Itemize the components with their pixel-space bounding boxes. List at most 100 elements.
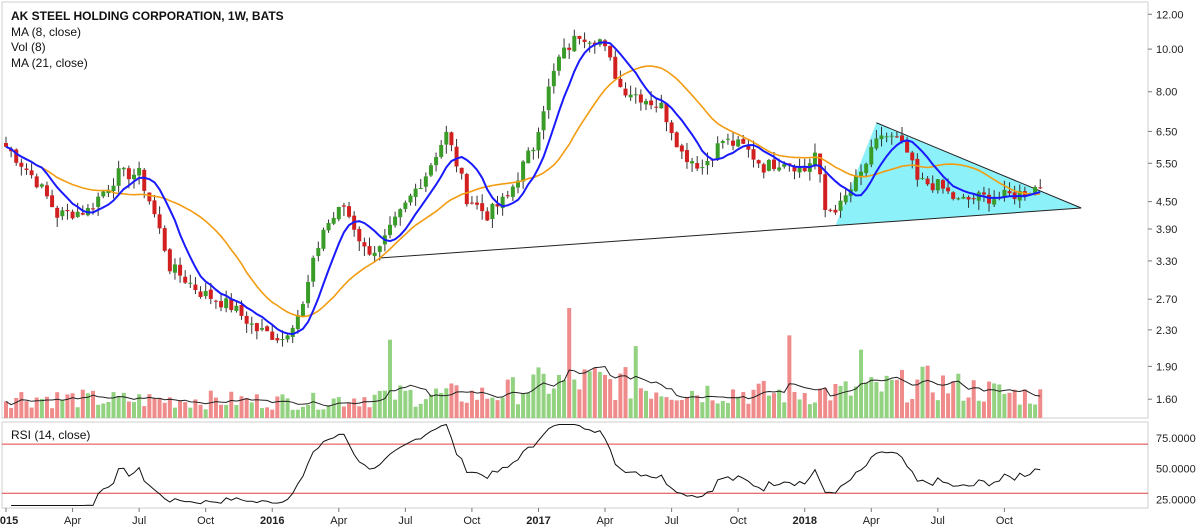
volume-bar (823, 387, 828, 418)
candle-body (147, 192, 152, 202)
price-tick-label: 5.50 (1156, 158, 1177, 170)
candle-body (4, 143, 8, 147)
volume-bar (966, 397, 971, 418)
candle-body (966, 196, 971, 200)
candle-body (229, 298, 234, 310)
candle-body (556, 56, 561, 71)
volume-bar (490, 397, 495, 418)
candle-body (60, 210, 65, 217)
volume-bar (700, 402, 705, 418)
candle-body (50, 195, 55, 208)
volume-bar (900, 369, 904, 418)
volume-bar (475, 399, 480, 418)
volume-bar (618, 373, 623, 418)
time-tick-label: Apr (330, 515, 347, 527)
candle-body (864, 163, 869, 174)
volume-bar (239, 396, 244, 418)
volume-bar (244, 397, 249, 418)
candle-body (157, 214, 162, 229)
volume-bar (807, 404, 812, 418)
candle-body (244, 315, 249, 324)
volume-bar (413, 406, 418, 418)
candle-body (306, 281, 311, 304)
candle-body (572, 35, 577, 52)
volume-ma-line (5, 365, 1041, 407)
candle-body (224, 298, 229, 309)
candle-body (531, 149, 536, 152)
time-axis: 2015 Apr Jul Oct 2016 Apr Jul Oct 2017 Apr Jul Oct 2… (0, 508, 1013, 527)
volume-bar (915, 379, 920, 418)
volume-bar (879, 391, 884, 418)
candle-body (562, 47, 567, 59)
volume-bar (39, 398, 44, 418)
candle-body (137, 168, 142, 176)
volume-bar (577, 389, 582, 418)
candle-body (96, 196, 101, 207)
candle-body (725, 138, 730, 140)
volume-bar (556, 374, 561, 418)
candle-body (884, 136, 889, 138)
rsi-tick-label: 50.0000 (1156, 464, 1196, 476)
volume-bar (551, 388, 556, 418)
volume-bar (649, 398, 654, 418)
volume-bar (572, 379, 577, 418)
candle-body (828, 209, 833, 211)
candle-body (480, 203, 485, 212)
price-tick-label: 3.30 (1156, 256, 1177, 268)
candle-body (567, 47, 572, 50)
chart-title: AK STEEL HOLDING CORPORATION, 1W, BATS (11, 9, 284, 23)
candle-body (833, 209, 838, 213)
volume-bar (843, 381, 848, 418)
candle-body (377, 246, 382, 252)
volume-bar (352, 398, 357, 418)
candle-body (649, 100, 654, 106)
volume-bar (587, 371, 592, 418)
candle-body (418, 187, 423, 190)
volume-bar (249, 402, 254, 418)
candle-body (521, 161, 526, 182)
candle-body (582, 39, 587, 43)
candle-body (505, 195, 510, 197)
volume-bar (50, 408, 55, 418)
candle-body (321, 229, 326, 249)
volume-bar (546, 393, 551, 418)
candle-body (823, 174, 828, 210)
ma21-line (5, 65, 1041, 318)
volume-bar (951, 381, 956, 418)
volume-bar (659, 396, 664, 418)
candle-body (188, 282, 193, 284)
time-tick-label: Jul (132, 515, 146, 527)
volume-bar (331, 398, 336, 418)
candle-body (234, 305, 239, 311)
candle-body (260, 328, 264, 330)
candle-body (300, 304, 305, 317)
volume-bar (628, 398, 633, 418)
volume-bar (341, 406, 346, 418)
candle-body (695, 163, 700, 169)
volume-bar (372, 394, 377, 418)
candle-body (193, 284, 198, 291)
candle-body (106, 189, 111, 194)
volume-bar (1022, 389, 1027, 418)
volume-bar (976, 400, 981, 418)
candle-body (905, 141, 910, 153)
candle-body (162, 228, 167, 251)
candle-body (500, 196, 505, 209)
candle-body (367, 246, 372, 255)
volume-bar (536, 367, 541, 418)
price-tick-label: 6.50 (1156, 126, 1177, 138)
volume-bar (106, 402, 111, 418)
volume-bar (101, 403, 106, 418)
volume-bar (669, 399, 674, 418)
candle-body (132, 174, 136, 180)
candle-body (495, 204, 500, 207)
candle-body (1033, 186, 1038, 196)
time-tick-label: Apr (863, 515, 880, 527)
volume-bar (464, 402, 469, 418)
volume-bar (797, 399, 802, 418)
candle-body (915, 158, 920, 180)
volume-bar (516, 404, 520, 418)
candle-body (853, 176, 858, 191)
rsi-panel: 75.0000 50.0000 25.0000 (2, 423, 1196, 506)
